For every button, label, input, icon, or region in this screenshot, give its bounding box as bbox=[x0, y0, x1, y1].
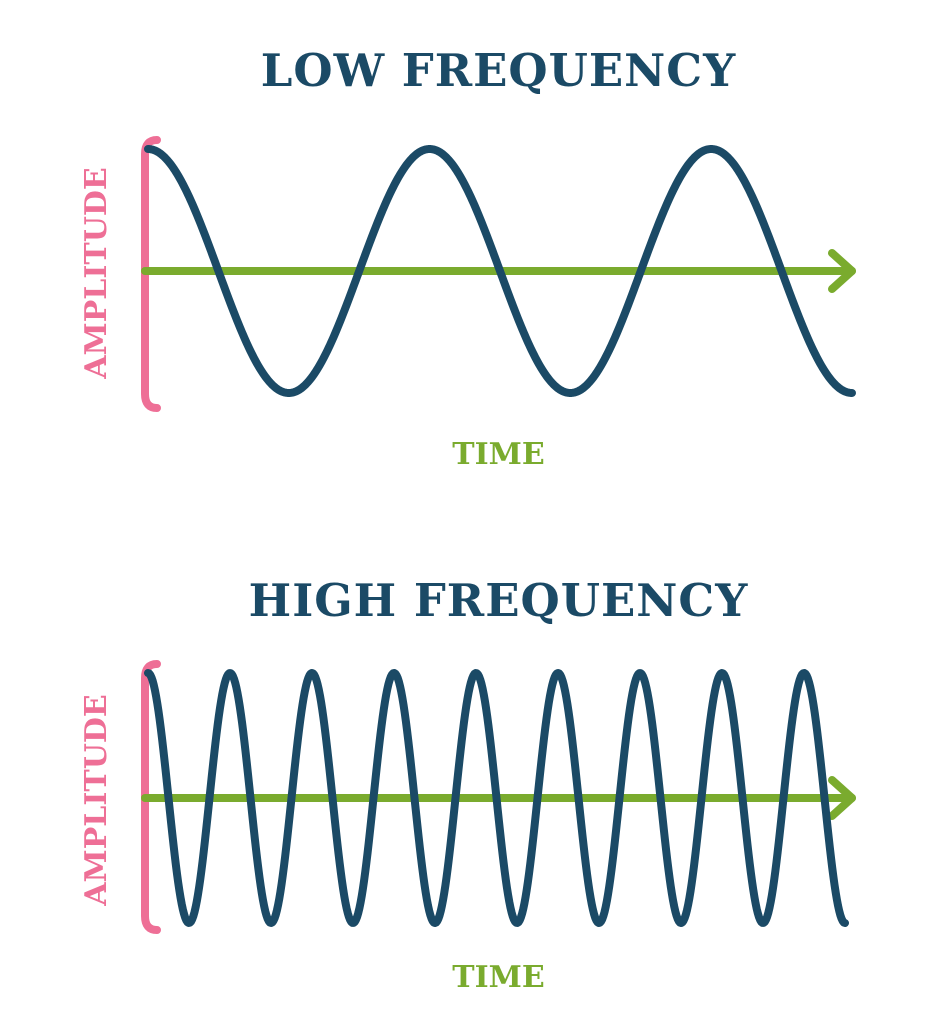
time-axis-arrowhead bbox=[828, 776, 856, 820]
high-frequency-diagram bbox=[141, 660, 856, 934]
high-frequency-panel: HIGH FREQUENCY AMPLITUDE TIME bbox=[0, 530, 925, 1024]
sine-wave bbox=[144, 669, 849, 927]
time-axis-arrowhead bbox=[828, 249, 856, 293]
low-frequency-diagram bbox=[141, 136, 856, 412]
amplitude-label: AMPLITUDE bbox=[79, 167, 114, 379]
time-label: TIME bbox=[452, 437, 545, 472]
panel-title: HIGH FREQUENCY bbox=[248, 574, 749, 627]
sine-wave bbox=[144, 145, 856, 397]
low-frequency-panel: LOW FREQUENCY AMPLITUDE TIME bbox=[0, 0, 925, 500]
amplitude-label: AMPLITUDE bbox=[79, 694, 114, 906]
panel-title: LOW FREQUENCY bbox=[260, 44, 737, 97]
time-label: TIME bbox=[452, 960, 545, 995]
